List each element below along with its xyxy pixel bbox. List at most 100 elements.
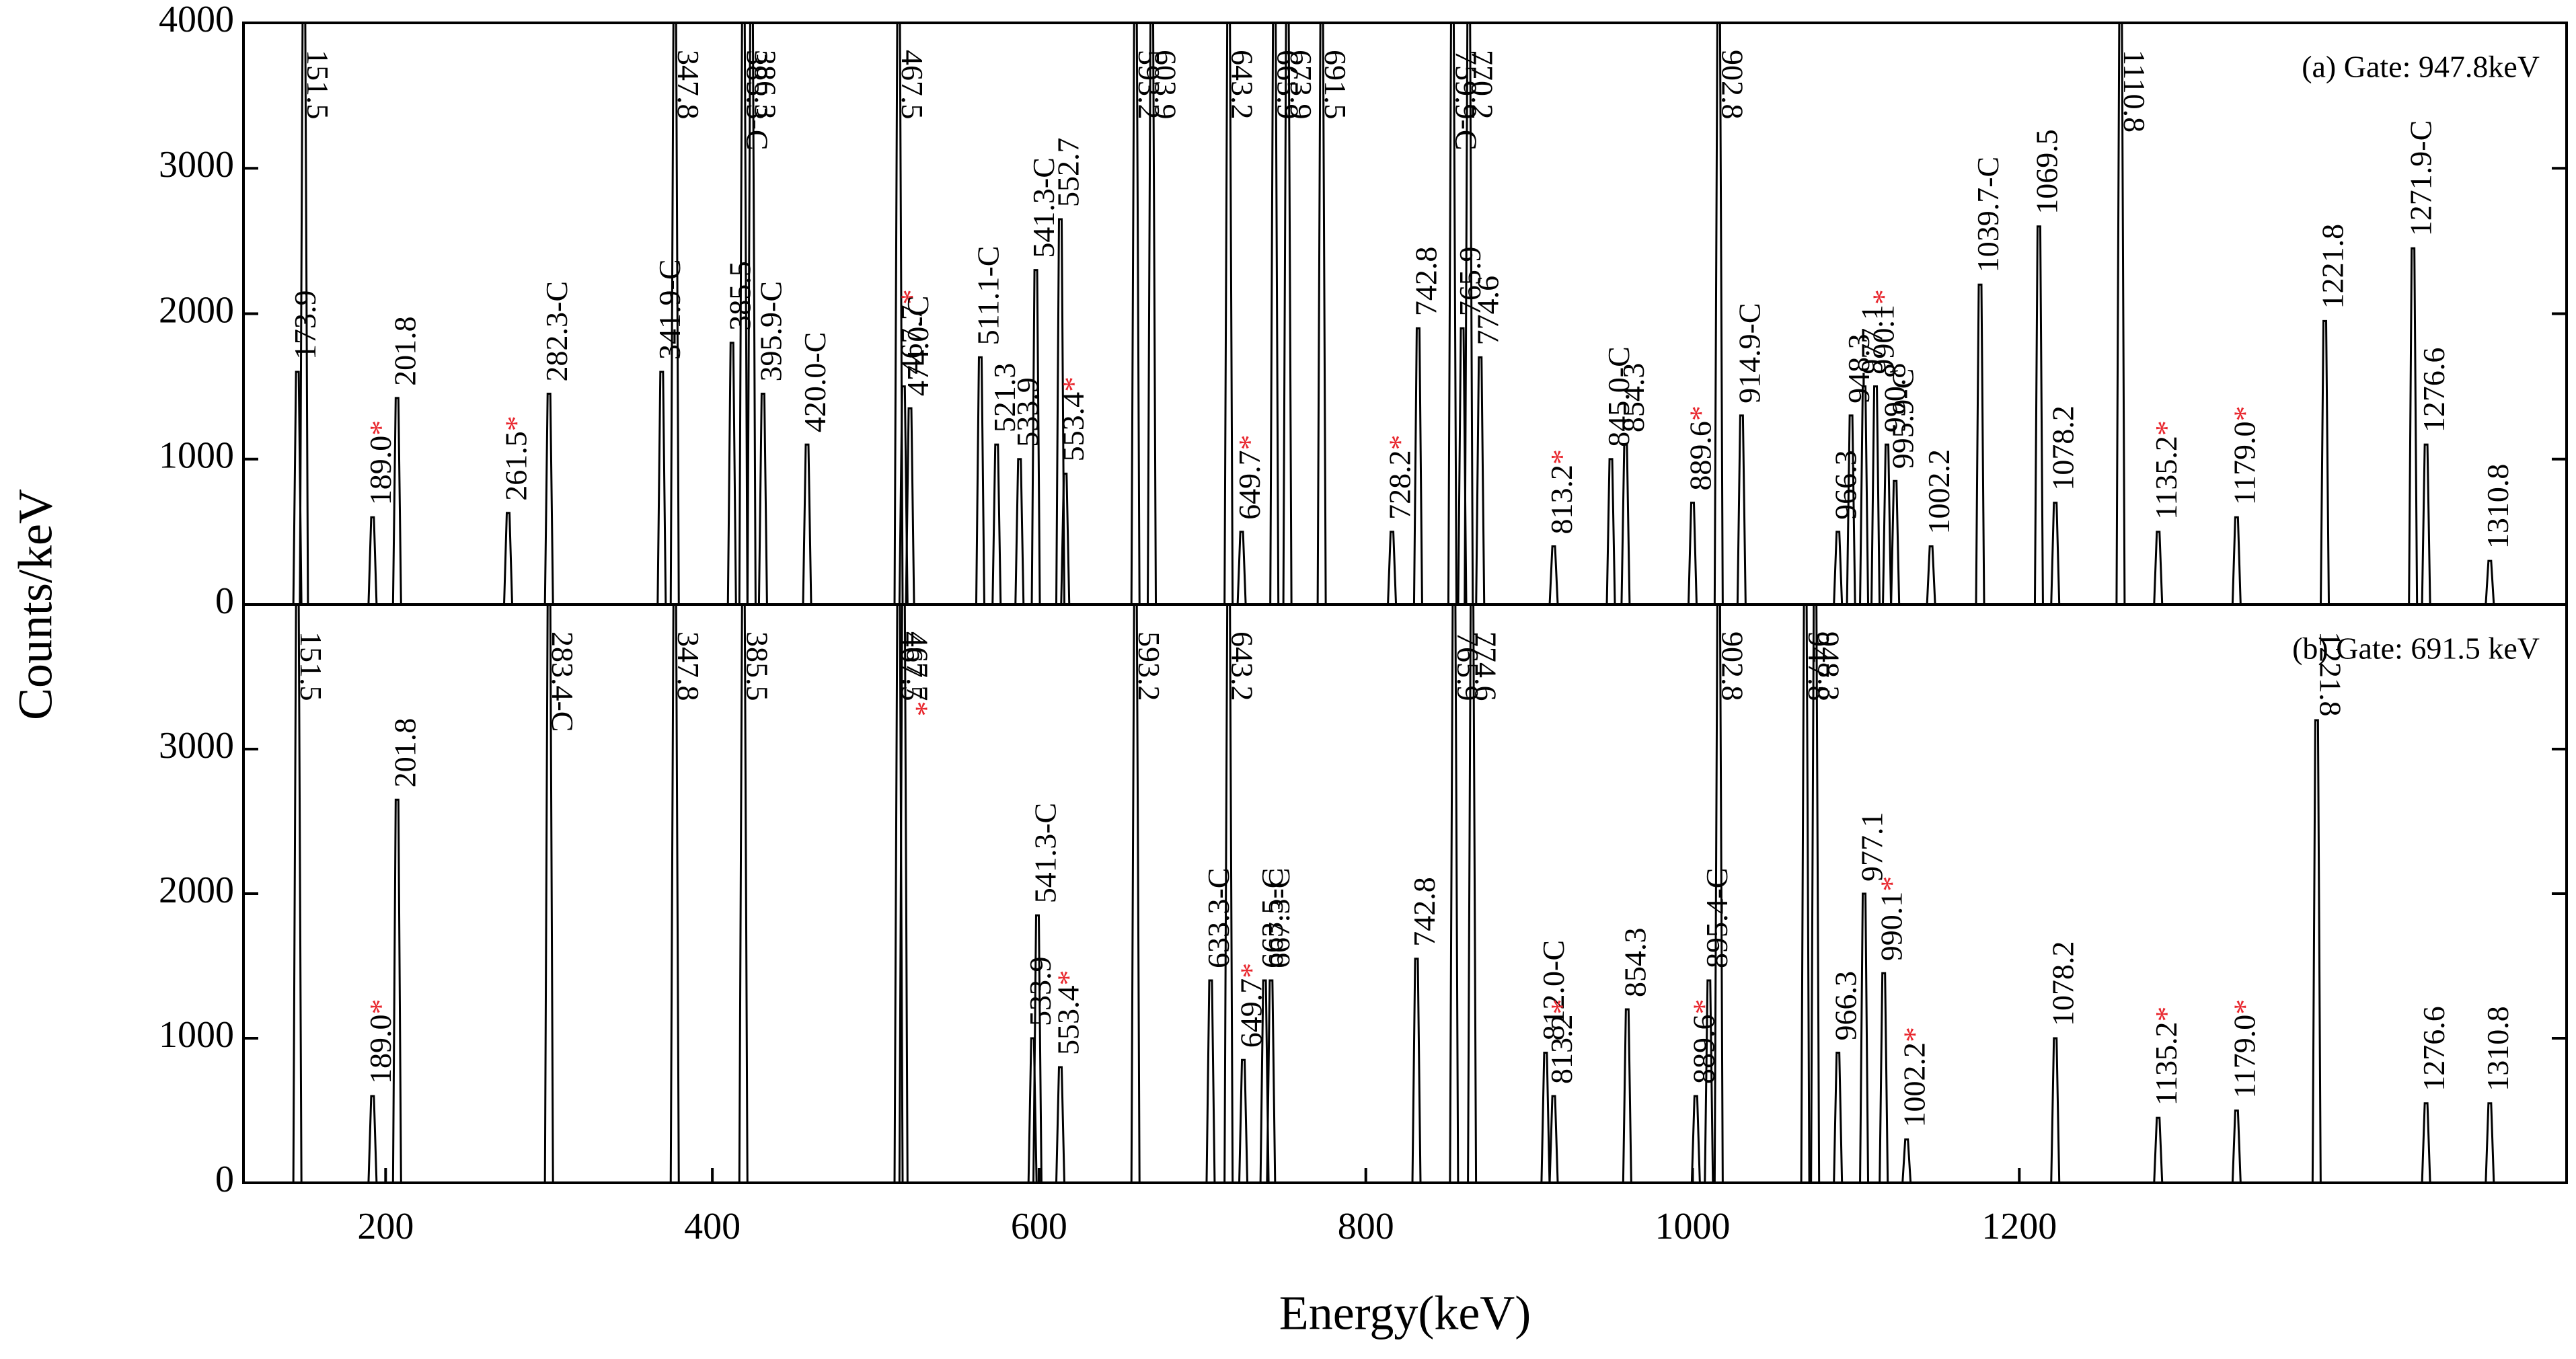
peak-label: 553.4* [1051,970,1085,1056]
peak-label: 770.2 [1466,50,1500,120]
peak-label-text: 1221.8 [2315,224,2349,309]
peak-label: 283.4-C [546,631,580,732]
peak [1316,23,1327,605]
peak-label: 1078.2 [2045,941,2080,1027]
peak [1736,414,1747,605]
peak-label: 765.9 [1451,631,1485,701]
peak-label-text: 189.0 [363,436,397,506]
peak [1238,1058,1249,1183]
peak-label: 474.0-C [901,296,935,397]
peak [738,605,749,1183]
peak-label-text: 902.8 [1716,631,1750,701]
peak-star: * [894,289,928,305]
peak [1548,1095,1559,1183]
peak [2485,559,2495,605]
peak [893,23,904,605]
y-tick-label: 3000 [159,725,234,767]
peak [1464,23,1474,605]
peak-label-text: 173.9 [288,290,322,360]
peak [726,342,737,605]
y-tick-label: 2000 [159,289,234,331]
peak [1259,979,1270,1183]
peak-label-text: 552.7 [1051,137,1085,207]
peak-label: 1276.6 [2417,348,2451,433]
peak-label: 593.2 [1133,631,1167,701]
peak-label-text: 765.9 [1451,631,1485,701]
peak-label: 977.1 [1854,305,1889,375]
peak-label: 1110.8 [2117,50,2152,132]
peak-label-text: 1179.0 [2227,421,2261,505]
peak-star: * [1544,999,1579,1015]
peak-star: * [1234,963,1268,978]
peak-label-text: 990.1 [1874,892,1908,962]
peak-label: 977.1 [1854,812,1889,882]
peak [391,798,402,1183]
peak-label-text: 283.4-C [546,631,580,732]
peak-label: 1002.2 [1922,449,1956,535]
peak-star: * [2227,999,2261,1015]
peak [2050,502,2061,605]
peak [1882,443,1893,605]
peak-label-text: 966.3 [1828,450,1862,520]
peak-label: 385.5 [741,631,775,701]
peak-label: 1221.8 [2314,631,2348,717]
peak-label: 728.2* [1382,434,1416,520]
peak [1620,443,1631,605]
peak [669,605,680,1183]
peak-label: 845.0-C [1601,346,1636,447]
peak-label: 765.9 [1453,247,1487,317]
peak [2485,1102,2495,1183]
peak-label: 1069.5 [2029,129,2063,215]
peak-label-text: 1002.2 [1922,449,1956,535]
peak-label-text: 395.9-C [753,281,788,382]
peak [2033,225,2044,605]
peak-label-text: 385.5 [722,261,757,331]
peak-label-text: 541.3-C [1028,803,1062,904]
peak [1800,605,1811,1183]
panel-title: (b) Gate: 691.5 keV [2292,631,2540,666]
peak-star: * [1544,449,1579,465]
peak-star: * [1874,876,1908,892]
peak-label-text: 261.5 [498,431,533,501]
peak-label: 995.9-C [1885,368,1920,469]
peak [1548,545,1559,605]
peak-label: 774.6 [1469,631,1503,701]
peak-label-text: 902.8 [1716,50,1750,120]
peak-label: 385.3-C [741,50,775,151]
peak-label-text: 593.2 [1133,631,1167,701]
peak-label-text: 990.8 [1877,363,1911,433]
peak [738,23,749,605]
peak [1810,605,1821,1183]
peak-label-text: 948.3 [1812,631,1846,701]
peak-label-text: 667.3-C [1261,868,1295,969]
peak-label: 902.8 [1716,50,1750,120]
x-tick-label: 1000 [1655,1206,1730,1247]
peak [1055,1066,1065,1183]
peak-label-text: 765.9 [1453,247,1487,317]
peak-label-text: 977.1 [1854,812,1889,882]
peak-star: * [1051,970,1085,986]
peak [1846,414,1856,605]
peak [1223,23,1234,605]
peak-label: 643.2 [1225,50,1260,120]
peak-label-text: 691.5 [1319,50,1353,120]
peak [1130,605,1141,1183]
peak [1032,914,1043,1183]
peak-label-text: 420.0-C [798,332,832,433]
plot-frame [242,603,2568,1184]
peak-label: 1039.7-C [1971,157,2005,273]
peak-label: 395.9-C [753,281,788,382]
peak [2421,1102,2431,1183]
peak [1130,23,1141,605]
peak-label: 282.3-C [539,281,574,382]
peak-label-text: 914.9-C [1732,303,1766,403]
peak [1223,605,1234,1183]
peak-label-text: 1039.7-C [1971,157,2005,273]
peak-label-text: 649.7 [1232,450,1266,520]
peak [1605,458,1616,605]
peak-label: 1078.2 [2045,405,2080,491]
peak [656,371,667,605]
peak-label: 854.3 [1616,363,1650,433]
peak-label-text: 1310.8 [2480,1006,2514,1091]
peak-star: * [363,999,397,1015]
